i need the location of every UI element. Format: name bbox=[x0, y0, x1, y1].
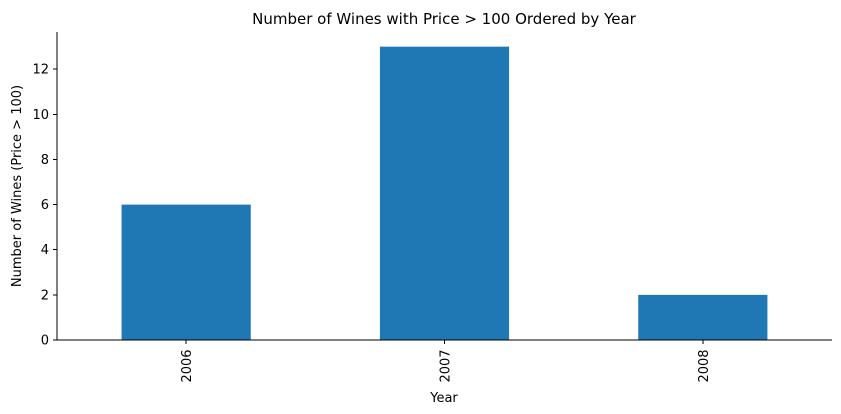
x-tick-label-2007: 2007 bbox=[439, 349, 454, 382]
y-tick-label-0: 0 bbox=[41, 334, 49, 349]
y-tick-label-2: 2 bbox=[41, 288, 49, 303]
chart-title: Number of Wines with Price > 100 Ordered… bbox=[252, 10, 636, 28]
x-tick-label-2006: 2006 bbox=[180, 349, 195, 382]
bar-2006 bbox=[121, 204, 251, 340]
bars-group bbox=[121, 46, 768, 341]
y-axis-label: Number of Wines (Price > 100) bbox=[10, 85, 25, 287]
y-tick-label-10: 10 bbox=[32, 108, 49, 123]
x-tick-label-2008: 2008 bbox=[697, 349, 712, 382]
bar-2007 bbox=[379, 46, 510, 341]
y-tick-label-4: 4 bbox=[41, 243, 49, 258]
y-tick-label-12: 12 bbox=[32, 63, 49, 78]
y-axis-ticks: 0 2 4 6 8 10 12 bbox=[32, 63, 57, 349]
bar-2008 bbox=[638, 294, 768, 340]
y-tick-label-6: 6 bbox=[41, 198, 49, 213]
x-axis-ticks: 2006 2007 2008 bbox=[180, 340, 712, 383]
y-tick-label-8: 8 bbox=[41, 153, 49, 168]
x-axis-label: Year bbox=[429, 391, 458, 406]
